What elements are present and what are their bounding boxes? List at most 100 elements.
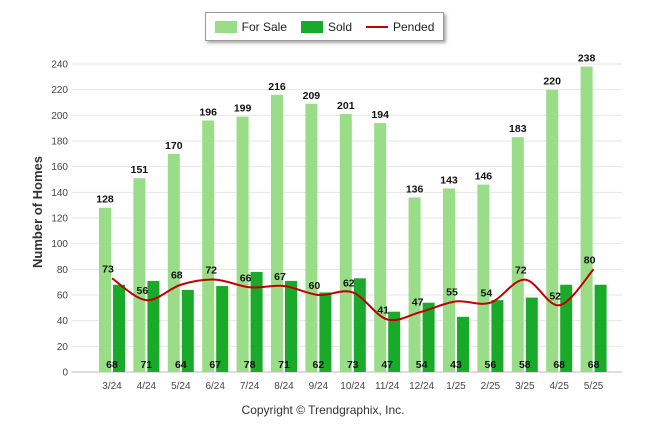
data-label-pended: 55 xyxy=(446,286,458,298)
bars xyxy=(99,66,607,373)
bar-for-sale xyxy=(580,66,593,373)
data-label-pended: 60 xyxy=(309,280,321,292)
data-label-sold: 64 xyxy=(175,359,187,371)
y-tick-label: 200 xyxy=(51,111,68,122)
bar-for-sale xyxy=(546,89,559,373)
y-tick-label: 20 xyxy=(57,342,69,353)
bar-for-sale xyxy=(236,116,249,372)
x-tick-label: 2/25 xyxy=(481,381,501,392)
x-tick-label: 4/25 xyxy=(549,381,569,392)
x-tick-label: 7/24 xyxy=(240,381,260,392)
data-label-sold: 54 xyxy=(416,359,428,371)
data-label-for-sale: 216 xyxy=(268,81,286,93)
data-label-for-sale: 196 xyxy=(199,106,217,118)
bar-sold xyxy=(594,284,607,372)
y-tick-label: 240 xyxy=(51,60,68,71)
legend-item-for-sale[interactable]: For Sale xyxy=(214,19,287,34)
bar-sold xyxy=(353,278,366,372)
data-label-pended: 54 xyxy=(481,288,493,300)
x-tick-label: 8/24 xyxy=(274,381,294,392)
data-label-for-sale: 220 xyxy=(543,76,561,88)
data-label-sold: 62 xyxy=(313,359,325,371)
copyright-text: Copyright © Trendgraphix, Inc. xyxy=(241,403,405,417)
data-label-pended: 52 xyxy=(549,290,561,302)
legend-swatch-sold xyxy=(300,20,323,33)
bar-sold xyxy=(388,311,401,372)
data-label-pended: 68 xyxy=(171,270,183,282)
x-tick-label: 5/24 xyxy=(171,381,191,392)
y-tick-label: 80 xyxy=(57,265,69,276)
bar-for-sale xyxy=(305,103,318,373)
data-label-sold: 68 xyxy=(588,359,600,371)
x-tick-label: 1/25 xyxy=(446,381,466,392)
y-tick-label: 60 xyxy=(57,291,69,302)
bar-for-sale xyxy=(99,207,111,372)
legend-label-for-sale: For Sale xyxy=(241,19,287,34)
x-tick-label: 10/24 xyxy=(340,381,365,392)
x-axis-ticks: 3/24 4/24 5/24 6/24 7/24 8/24 9/24 10/24 11/24 12… xyxy=(102,381,604,392)
bar-for-sale xyxy=(477,184,490,372)
data-label-sold: 78 xyxy=(244,359,256,371)
bar-for-sale xyxy=(271,94,283,373)
data-label-sold: 56 xyxy=(485,359,497,371)
data-label-pended: 72 xyxy=(515,265,527,277)
data-label-sold: 68 xyxy=(553,359,565,371)
bar-sold xyxy=(113,284,125,372)
legend-item-sold[interactable]: Sold xyxy=(300,19,352,34)
x-tick-label: 9/24 xyxy=(309,381,329,392)
data-label-for-sale: 209 xyxy=(303,90,321,102)
data-label-pended: 41 xyxy=(377,304,389,316)
data-label-for-sale: 170 xyxy=(165,140,183,152)
y-tick-label: 40 xyxy=(57,316,69,327)
legend: For Sale Sold Pended xyxy=(205,12,444,41)
data-label-pended: 66 xyxy=(240,272,252,284)
legend-swatch-pended xyxy=(366,25,388,28)
bar-for-sale xyxy=(511,137,524,372)
y-tick-label: 140 xyxy=(51,188,68,199)
data-label-for-sale: 199 xyxy=(234,103,252,115)
bar-for-sale xyxy=(374,123,387,373)
bar-sold xyxy=(525,297,538,372)
data-label-sold: 47 xyxy=(381,359,393,371)
bar-sold xyxy=(491,300,504,372)
y-tick-label: 0 xyxy=(62,368,68,379)
data-label-pended: 80 xyxy=(584,254,596,266)
data-label-pended: 73 xyxy=(102,263,114,275)
bar-sold xyxy=(147,280,160,372)
data-label-sold: 43 xyxy=(450,359,462,371)
y-axis-ticks: 0 20 40 60 80 100 120 140 160 180 200 220 240 xyxy=(51,60,68,379)
bar-sold xyxy=(181,289,194,372)
data-label-for-sale: 201 xyxy=(337,100,355,112)
data-label-pended: 62 xyxy=(343,277,355,289)
legend-label-sold: Sold xyxy=(327,19,352,34)
data-label-for-sale: 136 xyxy=(406,183,424,195)
bar-for-sale xyxy=(339,114,352,373)
data-label-pended: 47 xyxy=(412,297,424,309)
data-label-sold: 73 xyxy=(347,359,359,371)
data-label-for-sale: 151 xyxy=(131,164,149,176)
pended-line xyxy=(111,268,595,322)
data-label-pended: 67 xyxy=(274,271,286,283)
x-tick-label: 11/24 xyxy=(375,381,400,392)
legend-swatch-for-sale xyxy=(214,20,237,33)
data-label-sold: 71 xyxy=(278,359,290,371)
bar-for-sale xyxy=(202,120,215,372)
data-label-for-sale: 238 xyxy=(578,53,596,65)
bar-for-sale xyxy=(443,188,455,372)
bar-sold xyxy=(285,280,297,372)
x-tick-label: 3/24 xyxy=(102,381,122,392)
data-label-sold: 67 xyxy=(209,359,221,371)
x-tick-label: 4/24 xyxy=(137,381,157,392)
bar-for-sale xyxy=(408,197,421,372)
y-axis-label: Number of Homes xyxy=(30,156,45,268)
legend-label-pended: Pended xyxy=(393,19,435,34)
data-label-sold: 58 xyxy=(519,359,531,371)
data-labels: 128 151 170 196 199 216 209 201 194 136 143 146 183 2… xyxy=(96,53,599,371)
legend-item-pended[interactable]: Pended xyxy=(366,20,434,34)
bar-sold xyxy=(319,292,332,372)
y-tick-label: 180 xyxy=(51,137,68,148)
data-label-pended: 56 xyxy=(137,285,149,297)
y-tick-label: 160 xyxy=(51,162,68,173)
bar-sold xyxy=(216,286,229,372)
